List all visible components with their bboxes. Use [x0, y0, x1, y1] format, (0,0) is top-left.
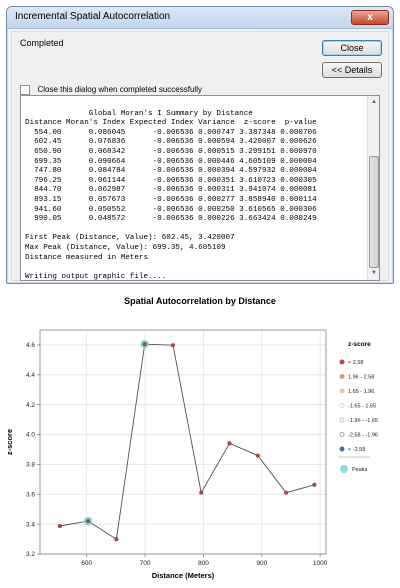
log-line: Global Moran's I Summary by Distance [25, 109, 253, 118]
data-point [199, 490, 204, 495]
log-line: 602.45 0.076836 -0.006536 0.000594 3.420… [25, 138, 317, 147]
scroll-down-icon[interactable]: ▼ [371, 270, 377, 276]
y-tick-label: 3.2 [26, 551, 35, 558]
details-toggle-button[interactable]: << Details [322, 62, 382, 78]
log-line: Writing output graphic file.... [25, 272, 167, 281]
legend-marker [339, 432, 345, 437]
log-line: 893.15 0.057673 -0.006536 0.000277 3.858… [25, 195, 317, 204]
status-text: Completed [20, 38, 64, 48]
legend-title: z-score [348, 341, 371, 348]
legend-label: 1.96 - 2.58 [348, 375, 374, 381]
legend-label: 1.65 - 1.96 [348, 389, 374, 395]
data-point [170, 343, 176, 348]
legend-label: -1.96 - -1.65 [348, 418, 378, 424]
x-axis-label: Distance (Meters) [152, 571, 215, 580]
chart-area: 600 700 800 900 1000 3.2 3.4 3.6 3.8 4.0 4.2 4.4 4.6… [0, 312, 400, 588]
legend-marker [339, 403, 345, 408]
log-line: 990.05 0.048572 -0.006536 0.000226 3.663… [25, 215, 317, 224]
scroll-thumb[interactable] [369, 156, 379, 268]
log-line: 554.00 0.086045 -0.006536 0.000747 3.387… [25, 128, 317, 137]
legend-marker [339, 417, 345, 423]
data-point [114, 537, 119, 542]
y-tick-label: 4.0 [26, 432, 35, 439]
data-point [142, 342, 147, 347]
log-line: 796.25 0.061144 -0.006536 0.000351 3.610… [25, 176, 317, 185]
y-tick-label: 3.6 [26, 491, 35, 498]
x-tick-label: 600 [81, 560, 92, 567]
legend-marker [339, 388, 345, 394]
y-axis-label: z-score [5, 429, 14, 455]
x-tick-label: 800 [198, 560, 209, 567]
legend-marker [339, 374, 345, 379]
legend-label: > 2.58 [348, 360, 363, 366]
close-when-done-label: Close this dialog when completed success… [37, 85, 202, 95]
y-tick-label: 3.4 [26, 521, 35, 528]
legend-label: -2.58 - -1.96 [348, 433, 378, 439]
y-tick-label: 4.2 [26, 402, 35, 409]
x-tick-label: 900 [256, 560, 267, 567]
log-line: Distance Moran's Index Expected Index Va… [25, 119, 317, 128]
plot-frame [39, 329, 327, 555]
log-line: Max Peak (Distance, Value): 699.35, 4.60… [25, 243, 226, 252]
data-point [86, 519, 91, 524]
data-point [255, 453, 260, 458]
close-when-done-option[interactable]: Close this dialog when completed success… [20, 81, 202, 95]
log-line [25, 100, 367, 110]
close-when-done-checkbox[interactable] [20, 84, 30, 95]
y-tick-label: 4.4 [26, 372, 35, 379]
data-point [312, 482, 317, 487]
window-close-icon[interactable]: x [351, 10, 389, 25]
log-line: Distance measured in Meters [25, 253, 149, 262]
data-point [57, 523, 62, 529]
log-line [25, 263, 367, 273]
legend-peaks-label: Peaks [352, 467, 368, 473]
log-line [25, 225, 367, 235]
log-line: 844.70 0.062987 -0.006536 0.000311 3.941… [25, 186, 317, 195]
y-tick-label: 3.8 [26, 462, 35, 469]
chart-title: Spatial Autocorrelation by Distance [124, 296, 276, 306]
legend-label: -1.65 - 1.65 [348, 404, 376, 410]
legend-peaks-marker [340, 465, 348, 473]
dialog-title: Incremental Spatial Autocorrelation [15, 11, 171, 22]
data-point [284, 490, 289, 495]
zscore-series-line [59, 343, 315, 540]
log-line: 699.35 0.090664 -0.006536 0.000446 4.605… [25, 157, 317, 166]
x-tick-label: 700 [140, 560, 151, 567]
log-line: 650.90 0.068342 -0.006536 0.000515 3.299… [25, 147, 317, 156]
log-line: First Peak (Distance, Value): 602.45, 3.… [25, 234, 235, 243]
messages-log[interactable]: Global Moran's I Summary by Distance Dist… [20, 95, 380, 281]
legend-label: < -2.58 [348, 447, 365, 453]
zscore-line-chart: 600 700 800 900 1000 3.2 3.4 3.6 3.8 4.0 4.2 4.4 4.6… [0, 312, 400, 588]
scroll-up-icon[interactable]: ▲ [371, 99, 377, 105]
log-line: 941.60 0.050552 -0.006536 0.000250 3.610… [25, 205, 317, 214]
messages-text: Global Moran's I Summary by Distance Dist… [25, 100, 367, 281]
y-tick-label: 4.6 [26, 342, 35, 349]
legend-marker [339, 359, 345, 365]
dialog-body: Completed Close << Details Close this di… [11, 31, 389, 281]
chart-background [0, 312, 400, 588]
log-scrollbar[interactable]: ▲ ▼ [367, 96, 379, 280]
dialog-titlebar[interactable]: Incremental Spatial Autocorrelation x [7, 7, 393, 29]
x-tick-label: 1000 [313, 560, 328, 567]
data-point [227, 441, 232, 446]
log-line: 747.80 0.084784 -0.006536 0.000394 4.597… [25, 167, 317, 176]
geoprocessing-dialog: Incremental Spatial Autocorrelation x Co… [6, 6, 394, 284]
legend-marker [339, 446, 345, 452]
close-button[interactable]: Close [322, 40, 382, 56]
